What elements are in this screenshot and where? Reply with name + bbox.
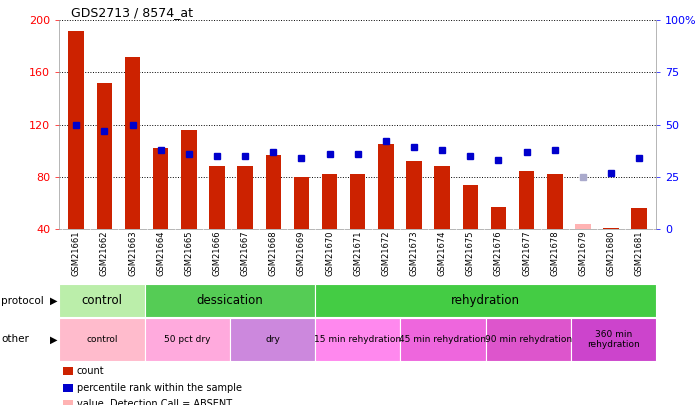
Text: value, Detection Call = ABSENT: value, Detection Call = ABSENT — [77, 399, 232, 405]
Bar — [486, 318, 571, 361]
Bar — [491, 207, 506, 229]
Text: control: control — [87, 335, 118, 344]
Bar — [315, 284, 656, 317]
Bar — [401, 318, 486, 361]
Text: 15 min rehydration: 15 min rehydration — [314, 335, 401, 344]
Bar — [350, 174, 366, 229]
Bar — [209, 166, 225, 229]
Bar — [434, 166, 450, 229]
Text: protocol: protocol — [1, 296, 44, 305]
Text: dessication: dessication — [196, 294, 263, 307]
Bar — [406, 161, 422, 229]
Text: 50 pct dry: 50 pct dry — [164, 335, 211, 344]
Bar — [547, 174, 563, 229]
Bar — [144, 284, 315, 317]
Bar — [96, 83, 112, 229]
Text: count: count — [77, 367, 105, 376]
Bar — [463, 185, 478, 229]
Text: 90 min rehydration: 90 min rehydration — [484, 335, 572, 344]
Bar — [603, 228, 619, 229]
Text: dry: dry — [265, 335, 280, 344]
Bar — [181, 130, 197, 229]
Bar — [571, 318, 656, 361]
Bar — [632, 208, 647, 229]
Bar — [144, 318, 230, 361]
Bar — [59, 284, 144, 317]
Bar — [230, 318, 315, 361]
Bar — [315, 318, 401, 361]
Text: ▶: ▶ — [50, 335, 57, 344]
Bar — [237, 166, 253, 229]
Text: ▶: ▶ — [50, 296, 57, 305]
Text: other: other — [1, 335, 29, 344]
Text: percentile rank within the sample: percentile rank within the sample — [77, 383, 242, 392]
Bar — [378, 144, 394, 229]
Text: GDS2713 / 8574_at: GDS2713 / 8574_at — [71, 6, 193, 19]
Bar — [125, 57, 140, 229]
Bar — [68, 31, 84, 229]
Bar — [519, 171, 535, 229]
Text: 45 min rehydration: 45 min rehydration — [399, 335, 487, 344]
Text: control: control — [82, 294, 122, 307]
Text: rehydration: rehydration — [451, 294, 520, 307]
Bar — [575, 224, 591, 229]
Bar — [294, 177, 309, 229]
Bar — [322, 174, 337, 229]
Bar — [265, 155, 281, 229]
Bar — [153, 148, 168, 229]
Bar — [59, 318, 144, 361]
Text: 360 min
rehydration: 360 min rehydration — [587, 330, 640, 349]
